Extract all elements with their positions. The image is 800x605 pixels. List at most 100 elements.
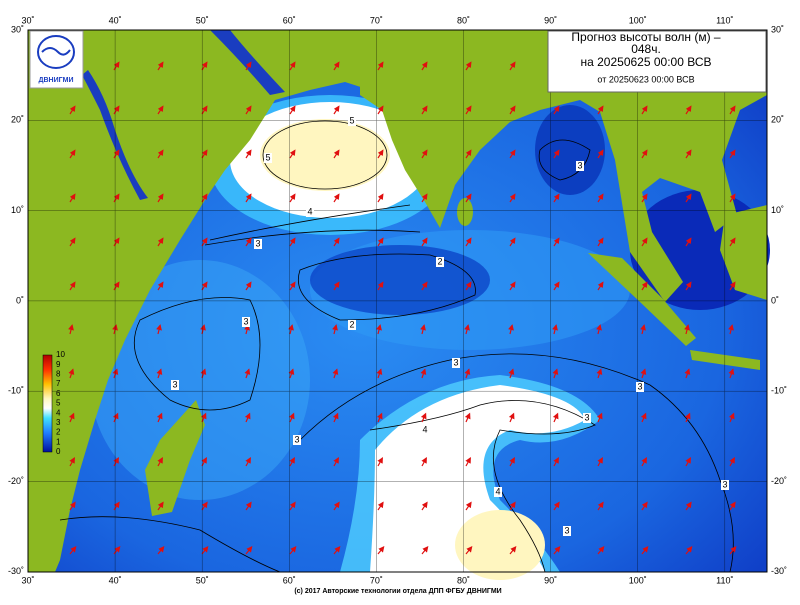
wave-arrow [641, 193, 648, 203]
lon-label: 70˚ [370, 15, 383, 25]
contour-label-bg [583, 413, 591, 423]
wave-arrow [685, 237, 692, 247]
wave-arrow [465, 237, 472, 247]
contour-label: 3 [584, 412, 589, 422]
wave-arrow [200, 368, 207, 379]
wave-arrow [201, 501, 208, 511]
wave-arrow [685, 149, 692, 159]
wave-arrow [244, 412, 251, 423]
contour-label: 3 [255, 238, 260, 248]
wave-arrow [685, 457, 691, 467]
wave-arrow [113, 193, 120, 203]
wave-arrow [201, 149, 208, 159]
wave-arrow [464, 368, 471, 379]
wave-arrow [377, 457, 383, 467]
lat-label: 20˚ [11, 115, 24, 125]
wave-arrow [464, 412, 471, 423]
wave-arrow [641, 237, 648, 247]
wave-arrow [420, 324, 426, 335]
wave-arrow [333, 281, 340, 291]
wave-arrow [597, 457, 603, 467]
wave-arrow [377, 105, 384, 115]
wave-arrow [157, 193, 164, 203]
wave-arrow [421, 105, 428, 115]
wave-arrow [157, 105, 164, 115]
colorbar-label: 10 [56, 350, 65, 359]
wave-arrow [332, 412, 339, 423]
lat-label: -30˚ [8, 566, 24, 576]
wave-arrow [421, 149, 428, 159]
contour-label-bg [293, 435, 301, 445]
contour-label: 3 [243, 316, 248, 326]
wave-arrow [465, 61, 472, 71]
lat-label: 0˚ [771, 295, 779, 305]
wave-arrow [421, 237, 428, 247]
wave-arrow [157, 457, 163, 467]
lon-label: 110˚ [716, 15, 733, 25]
contour-label-bg [306, 207, 314, 217]
wave-arrow [376, 368, 383, 379]
lon-label: 100˚ [629, 15, 647, 25]
wave-arrow [157, 281, 164, 291]
title-line: Прогноз высоты волн (м) – [571, 30, 721, 44]
wave-arrow [641, 281, 648, 291]
lat-label: 20˚ [771, 115, 784, 125]
wave-arrow [113, 149, 120, 159]
wave-arrow [156, 324, 162, 335]
wave-arrow [597, 546, 605, 555]
wave-arrow [201, 237, 208, 247]
wave-arrow [421, 546, 429, 555]
wave-arrow [729, 281, 736, 291]
wave-arrow [69, 237, 76, 247]
wave-arrow [156, 412, 163, 423]
wave-arrow [464, 324, 470, 335]
colorbar-label: 0 [56, 447, 61, 456]
lon-label: 80˚ [457, 15, 470, 25]
lon-label: 60˚ [283, 15, 296, 25]
lat-label: -10˚ [771, 386, 787, 396]
contour-label-bg [171, 380, 179, 390]
colorbar-label: 6 [56, 389, 61, 398]
wave-arrow [377, 149, 384, 159]
logo: ДВНИГМИ [29, 30, 84, 89]
wave-arrow [289, 457, 295, 467]
wave-arrow [729, 105, 736, 115]
wave-arrow [641, 105, 648, 115]
wave-arrow [509, 237, 516, 247]
contour-label: 4 [422, 424, 427, 434]
wave-arrow [201, 193, 208, 203]
lon-label: 100˚ [629, 575, 647, 585]
contour-label-bg [721, 480, 729, 490]
wave-arrow [201, 105, 208, 115]
wave-arrow [245, 546, 253, 555]
wave-arrow [69, 149, 76, 159]
wave-arrow [420, 368, 427, 379]
wave-arrow [597, 105, 604, 115]
wave-arrow [728, 368, 735, 379]
contour-label: 4 [307, 206, 312, 216]
contour-label-bg [348, 116, 356, 126]
wave-arrow [465, 546, 473, 555]
contour-label-bg [563, 526, 571, 536]
wave-arrow [289, 281, 296, 291]
contour-label: 3 [453, 357, 458, 367]
wave-arrow [157, 149, 164, 159]
wave-arrow [641, 457, 647, 467]
footer: (c) 2017 Авторские технологии отдела ДПП… [294, 588, 501, 595]
contour-label: 2 [349, 319, 354, 329]
contour-label: 3 [564, 525, 569, 535]
wave-arrow [685, 546, 693, 555]
wave-arrow [245, 457, 251, 467]
wave-arrow [68, 412, 75, 423]
wave-arrow [376, 412, 383, 423]
wave-arrow [729, 457, 735, 467]
contour-label-bg [264, 153, 272, 163]
contour-label-bg [494, 487, 502, 497]
wave-arrow [465, 193, 472, 203]
lon-label: 50˚ [196, 575, 209, 585]
wave-arrow [244, 368, 251, 379]
wave-arrow [377, 237, 384, 247]
contour-label: 5 [265, 152, 270, 162]
